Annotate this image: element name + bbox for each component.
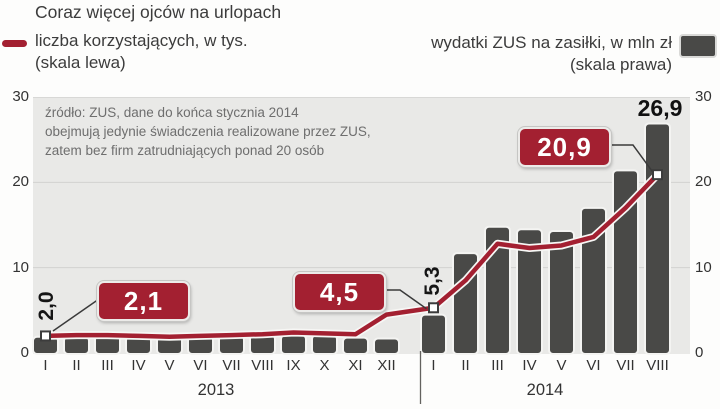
y-axis-tick-right: 30	[695, 88, 712, 105]
bar	[484, 225, 511, 355]
y-axis-tick-right: 10	[695, 258, 712, 276]
line-series-swatch-icon	[2, 40, 27, 47]
y-axis-tick-left: 10	[12, 258, 29, 276]
bar-series-label: wydatki ZUS na zasiłki, w mln zł	[431, 33, 672, 52]
y-axis-tick-right: 20	[695, 173, 712, 191]
x-axis-month-label: V	[556, 357, 567, 374]
bar	[280, 334, 307, 355]
point-label-5-3: 5,3	[421, 266, 444, 296]
bar	[580, 206, 607, 355]
bar	[373, 337, 400, 356]
year-label-2014: 2014	[526, 381, 564, 399]
x-axis-month-label: II	[72, 357, 81, 374]
point-marker	[428, 302, 439, 314]
year-label-2013: 2013	[197, 381, 235, 399]
x-axis-month-label: IV	[522, 357, 537, 374]
bar	[516, 228, 543, 355]
x-axis-month-label: VII	[616, 357, 635, 374]
chart-title: Coraz więcej ojców na urlopach	[35, 2, 282, 22]
connector-badge-2-1	[52, 298, 100, 332]
bar	[63, 335, 90, 355]
x-axis-month-label: I	[43, 357, 48, 374]
y-axis-tick-left: 30	[12, 88, 29, 105]
bar	[342, 336, 369, 356]
bar	[420, 313, 447, 356]
point-label-2-0: 2,0	[35, 291, 58, 321]
x-axis-month-label: XI	[348, 357, 363, 374]
x-axis-month-label: VI	[193, 357, 208, 374]
x-axis-month-label: IX	[286, 357, 301, 374]
value-badge-4-5: 4,5	[293, 272, 386, 312]
bar-series-swatch-icon	[679, 34, 717, 58]
x-axis-month-label: V	[164, 357, 175, 374]
point-marker	[652, 169, 663, 181]
y-axis-tick-right: 0	[695, 344, 704, 361]
bar-series-scale-note: (skala prawa)	[569, 55, 672, 74]
y-axis-tick-left: 0	[20, 344, 29, 361]
x-axis-month-label: IV	[131, 357, 146, 374]
x-axis-month-label: X	[319, 357, 330, 374]
y-axis-tick-left: 20	[12, 173, 29, 191]
x-axis-month-label: I	[431, 357, 436, 374]
connector-badge-20-9	[612, 144, 654, 173]
source-note-line-3: zatem bez firm zatrudniających ponad 20 …	[45, 143, 325, 159]
x-axis-month-label: VIII	[646, 357, 669, 374]
x-axis-month-label: VI	[586, 357, 601, 374]
point-marker	[40, 330, 51, 342]
bar	[311, 334, 338, 355]
source-note: źródło: ZUS, dane do końca stycznia 2014…	[45, 103, 405, 160]
x-axis-month-label: XII	[377, 357, 396, 374]
source-note-line-1: źródło: ZUS, dane do końca stycznia 2014	[45, 105, 299, 120]
bar	[644, 122, 671, 355]
line-series-label: liczba korzystających, w tys.	[35, 31, 248, 50]
line-series	[43, 172, 660, 340]
bar-value-label-26-9: 26,9	[637, 95, 683, 121]
x-axis-month-label: VIII	[251, 357, 274, 374]
value-badge-2-1: 2,1	[97, 281, 190, 321]
value-badge-20-9: 20,9	[518, 127, 611, 167]
x-axis-month-label: III	[491, 357, 504, 374]
source-note-line-2: obejmują jedynie świadczenia realizowane…	[45, 124, 371, 140]
x-axis-month-label: VII	[222, 357, 241, 374]
x-axis-month-label: III	[101, 357, 114, 374]
line-series-scale-note: (skala lewa)	[35, 53, 126, 72]
connector-badge-4-5	[384, 289, 427, 310]
x-axis-month-label: II	[461, 357, 470, 374]
bar	[548, 229, 575, 355]
